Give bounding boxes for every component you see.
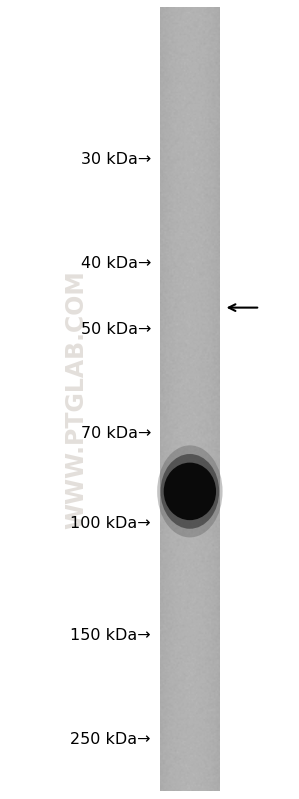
- Text: 30 kDa→: 30 kDa→: [81, 153, 151, 167]
- Text: WWW.PTGLAB.COM: WWW.PTGLAB.COM: [64, 270, 88, 529]
- Text: 100 kDa→: 100 kDa→: [70, 516, 151, 531]
- Ellipse shape: [157, 445, 222, 538]
- Text: 250 kDa→: 250 kDa→: [71, 732, 151, 746]
- Text: 150 kDa→: 150 kDa→: [70, 628, 151, 642]
- Text: 40 kDa→: 40 kDa→: [81, 256, 151, 271]
- Text: 50 kDa→: 50 kDa→: [81, 322, 151, 336]
- Ellipse shape: [164, 463, 216, 520]
- Ellipse shape: [161, 454, 219, 529]
- Text: 70 kDa→: 70 kDa→: [81, 426, 151, 440]
